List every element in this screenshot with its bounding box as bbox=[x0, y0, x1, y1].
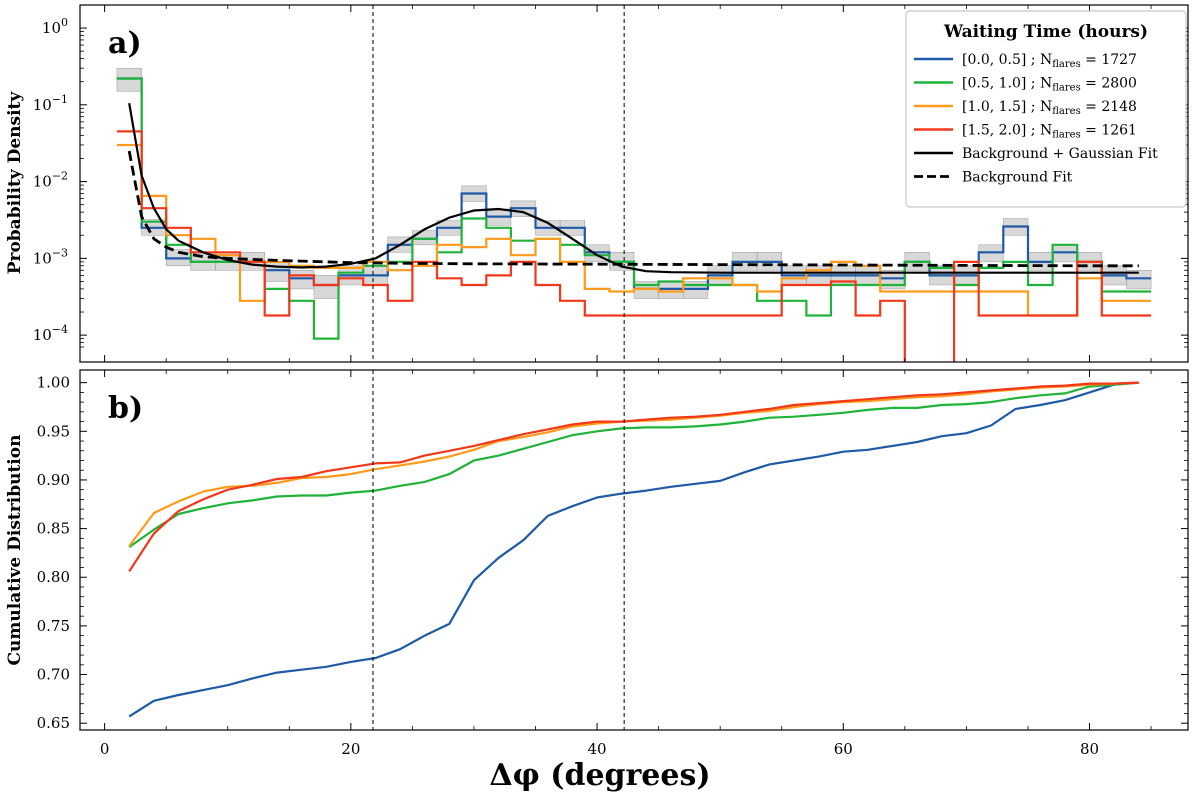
cumulative-orange bbox=[128, 381, 1139, 547]
x-axis-label: Δφ (degrees) bbox=[489, 758, 710, 793]
y-tick-label: 1.00 bbox=[37, 374, 70, 392]
cumulative-green bbox=[128, 381, 1139, 548]
x-tick-label: 20 bbox=[341, 740, 360, 758]
legend-entry-label: Background + Gaussian Fit bbox=[962, 146, 1158, 162]
panel-b: 0 20 40 60 80 0.65 0.70 0.75 0.80 0.85 0.90 0.95 1.0… bbox=[5, 369, 1189, 758]
fit-curves bbox=[127, 103, 1139, 274]
panel-b-label: b) bbox=[108, 391, 143, 426]
y-tick-label: 0.95 bbox=[37, 422, 70, 440]
background-fit-line bbox=[127, 150, 1139, 268]
legend-entry-label: [1.5, 2.0] ; Nflares = 1261 bbox=[962, 123, 1137, 141]
x-tick-label: 0 bbox=[100, 740, 110, 758]
x-tick-label: 40 bbox=[588, 740, 607, 758]
legend-title: Waiting Time (hours) bbox=[943, 22, 1148, 42]
cumulative-blue bbox=[128, 381, 1139, 718]
histogram-red bbox=[116, 130, 1152, 362]
y-tick-label: 0.75 bbox=[37, 617, 70, 635]
panel-a-vlines bbox=[372, 5, 625, 362]
panel-b-ticks: 0 20 40 60 80 0.65 0.70 0.75 0.80 0.85 0.90 0.95 1.0… bbox=[37, 370, 1188, 758]
legend: Waiting Time (hours) [0.0, 0.5] ; Nflare… bbox=[905, 10, 1187, 208]
band-bin bbox=[1126, 269, 1152, 290]
y-tick-label: 10−2 bbox=[33, 170, 68, 191]
y-tick-label: 0.90 bbox=[37, 471, 70, 489]
panel-a-label: a) bbox=[108, 26, 142, 61]
panel-b-frame bbox=[79, 369, 1189, 731]
y-tick-label: 100 bbox=[42, 16, 68, 37]
y-tick-label: 10−1 bbox=[33, 93, 68, 114]
y-tick-label: 0.65 bbox=[37, 714, 70, 732]
legend-entries: [0.0, 0.5] ; Nflares = 1727 [0.5, 1.0] ; … bbox=[914, 52, 1158, 186]
x-tick-label: 80 bbox=[1080, 740, 1099, 758]
panel-a-ylabel: Probability Density bbox=[5, 91, 25, 275]
x-tick-label: 60 bbox=[834, 740, 853, 758]
legend-entry-label: [0.5, 1.0] ; Nflares = 2800 bbox=[962, 76, 1137, 94]
cumulative-red bbox=[128, 381, 1139, 573]
y-tick-label: 0.85 bbox=[37, 520, 70, 538]
band-bin bbox=[289, 269, 315, 290]
panel-a-frame bbox=[79, 4, 1189, 363]
cumulative-series bbox=[128, 381, 1139, 718]
background-gaussian-fit-line bbox=[128, 103, 1139, 274]
legend-entry-label: Background Fit bbox=[962, 170, 1073, 186]
panel-a-ticks: 10−4 10−3 10−2 10−1 100 bbox=[33, 5, 1188, 362]
band-bin bbox=[116, 67, 142, 92]
panel-a: 10−4 10−3 10−2 10−1 100 a) Probability Densi… bbox=[5, 4, 1189, 363]
histogram-orange bbox=[116, 143, 1152, 317]
y-tick-label: 0.80 bbox=[37, 568, 70, 586]
y-tick-label: 10−3 bbox=[33, 246, 68, 267]
panel-b-ylabel: Cumulative Distribution bbox=[5, 435, 25, 666]
legend-entry-label: [1.0, 1.5] ; Nflares = 2148 bbox=[962, 99, 1137, 117]
panel-b-vlines bbox=[372, 370, 625, 730]
band-bin bbox=[313, 275, 339, 299]
legend-box bbox=[905, 10, 1187, 208]
y-tick-label: 10−4 bbox=[33, 323, 68, 344]
y-tick-label: 0.70 bbox=[37, 666, 70, 684]
legend-entry-label: [0.0, 0.5] ; Nflares = 1727 bbox=[962, 52, 1137, 70]
